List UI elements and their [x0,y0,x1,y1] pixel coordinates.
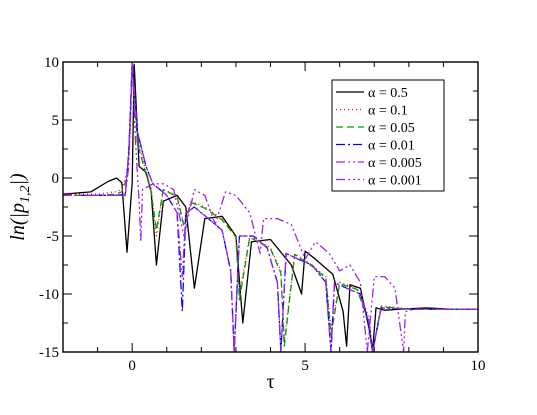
y-tick-label: 5 [52,113,60,129]
legend-entry-1: α = 0.1 [368,104,408,119]
x-tick-label: 5 [301,358,309,374]
legend: α = 0.5 α = 0.1 α = 0.05 α = 0.01 α = 0.005 α… [331,79,445,192]
y-axis-label-close: |) [7,173,29,185]
y-tick-label: -15 [39,345,59,361]
series-line-4 [63,62,478,352]
x-axis-label: τ [266,371,274,393]
y-tick-label: -5 [47,229,60,245]
y-axis-label-main: ln(|p [7,203,29,241]
y-tick-label: 0 [52,171,60,187]
plot-frame [62,61,479,353]
series-line-5 [63,62,478,352]
y-tick-label: 10 [44,55,59,71]
legend-entry-4: α = 0.005 [368,156,422,171]
legend-entry-0: α = 0.5 [368,86,408,101]
ticks-layer: 0 5 10 10 5 0 -5 -10 -15 [39,55,486,374]
y-tick-label: -10 [39,287,59,303]
x-tick-label: 10 [471,358,486,374]
legend-entry-2: α = 0.05 [368,121,415,136]
x-tick-label: 0 [128,358,136,374]
legend-box [331,79,445,192]
y-axis-label: ln(|p1,2|) [7,173,33,241]
legend-entry-3: α = 0.01 [368,139,415,154]
series-layer [63,62,478,352]
labels-layer: τ ln(|p1,2|) [7,173,275,393]
y-axis-label-sub: 1,2 [18,185,33,203]
legend-entry-5: α = 0.001 [368,174,422,189]
